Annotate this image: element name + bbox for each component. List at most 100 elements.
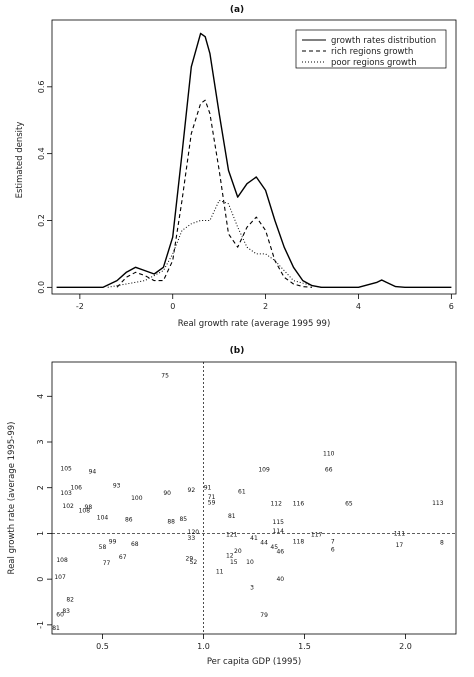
scatter-point-label: 100	[131, 495, 143, 502]
scatter-point-label: 106	[71, 485, 83, 492]
panel-b-plot-frame	[51, 361, 457, 635]
scatter-point-label: 17	[396, 542, 404, 549]
scatter-point-label: 108	[79, 508, 91, 515]
legend-label-1: growth rates distribution	[331, 36, 436, 46]
scatter-point-label: 52	[190, 559, 198, 566]
y-tick-label: 0.4	[37, 147, 46, 160]
scatter-point-label: 105	[60, 466, 72, 473]
y-tick-label: 0.6	[37, 80, 46, 93]
scatter-point-label: 90	[163, 490, 171, 497]
scatter-point-label: 109	[258, 466, 270, 473]
scatter-point-label: 7	[331, 539, 335, 546]
x-tick-label: 2.0	[399, 642, 412, 651]
scatter-point-label: 67	[119, 554, 127, 561]
scatter-point-label: 121	[226, 531, 238, 538]
x-tick-label: -2	[76, 302, 84, 311]
scatter-point-label: 60	[56, 611, 64, 618]
scatter-point-label: 59	[208, 499, 216, 506]
scatter-point-label: 88	[167, 519, 175, 526]
scatter-point-label: 85	[179, 516, 187, 523]
scatter-point-label: 8	[440, 540, 444, 547]
panel-a: (a) -2 0 2 4 6 0.0 0.2 0.4 0.6 Real growth rate …	[15, 5, 457, 329]
y-tick-label: 0.2	[37, 214, 46, 227]
panel-b-title: (b)	[230, 346, 245, 356]
scatter-point-label: 94	[89, 469, 97, 476]
panel-a-x-axis-label: Real growth rate (average 1995 99)	[178, 319, 331, 329]
scatter-point-label: 81	[228, 513, 236, 520]
scatter-point-label: 10	[246, 559, 254, 566]
scatter-point-label: 107	[54, 574, 66, 581]
x-tick-label: 0	[170, 302, 175, 311]
x-tick-label: 1.0	[197, 642, 210, 651]
scatter-point-label: 112	[270, 501, 282, 508]
scatter-point-label: 102	[62, 503, 74, 510]
scatter-point-label: 66	[325, 466, 333, 473]
panel-a-plot-frame	[51, 19, 457, 295]
scatter-point-label: 108	[56, 557, 68, 564]
scatter-point-label: 3	[250, 584, 254, 591]
y-tick-label: 2	[36, 485, 45, 490]
scatter-point-label: 79	[260, 612, 268, 619]
scatter-point-label: 61	[238, 488, 246, 495]
scatter-point-label: 116	[293, 501, 305, 508]
scatter-point-label: 115	[273, 519, 285, 526]
x-tick-label: 2	[263, 302, 268, 311]
panel-a-title: (a)	[230, 5, 244, 15]
scatter-point-label: 20	[234, 548, 242, 555]
scatter-point-label: 83	[62, 608, 70, 615]
scatter-point-label: 33	[188, 535, 196, 542]
scatter-point-label: 93	[113, 482, 121, 489]
scatter-point-label: 103	[60, 490, 72, 497]
scatter-point-label: 99	[109, 539, 117, 546]
scatter-point-label: 41	[250, 535, 258, 542]
scatter-point-label: 58	[99, 544, 107, 551]
scatter-point-label: 98	[85, 504, 93, 511]
scatter-point-label: 117	[311, 531, 323, 538]
y-tick-label: 0	[36, 577, 45, 582]
scatter-point-label: 46	[276, 549, 284, 556]
scatter-point-label: 86	[125, 517, 133, 524]
scatter-point-label: 11	[216, 568, 224, 575]
scatter-point-label: 75	[161, 373, 169, 380]
scatter-point-label: 120	[188, 529, 200, 536]
x-tick-label: 1.5	[298, 642, 311, 651]
scatter-point-label: 77	[103, 560, 111, 567]
scatter-point-label: 29	[186, 556, 194, 563]
scatter-point-label: 71	[208, 494, 216, 501]
panel-a-ticks: -2 0 2 4 6 0.0 0.2 0.4 0.6	[37, 80, 454, 311]
y-tick-label: 0.0	[37, 281, 46, 294]
panel-a-y-axis-label: Estimated density	[15, 122, 25, 199]
scatter-point-label: 114	[273, 528, 285, 535]
panel-a-lines	[56, 32, 452, 288]
scatter-point-label: 6	[331, 546, 335, 553]
scatter-point-label: 82	[66, 597, 74, 604]
scatter-point-label: 118	[293, 539, 305, 546]
scatter-point-label: 65	[345, 501, 353, 508]
scatter-point-label: 111	[394, 530, 406, 537]
panel-a-legend: growth rates distribution rich regions g…	[295, 29, 447, 69]
y-tick-label: -1	[36, 621, 45, 629]
scatter-point-label: 113	[432, 500, 444, 507]
panel-b-x-axis-label: Per capita GDP (1995)	[207, 657, 301, 667]
legend-label-2: rich regions growth	[331, 47, 413, 57]
scatter-point-label: 40	[276, 576, 284, 583]
panel-b-y-axis-label: Real growth rate (average 1995-99)	[7, 422, 17, 575]
scatter-point-label: 44	[260, 540, 268, 547]
legend-label-3: poor regions growth	[331, 58, 417, 68]
scatter-point-label: 15	[230, 559, 238, 566]
series-line-solid	[56, 32, 452, 288]
scatter-point-label: 92	[188, 487, 196, 494]
y-tick-label: 3	[36, 439, 45, 444]
y-tick-label: 1	[36, 531, 45, 536]
scatter-point-label: 68	[131, 541, 139, 548]
y-tick-label: 4	[36, 394, 45, 399]
scatter-point-label: 81	[52, 625, 60, 632]
panel-b-reference-lines	[52, 362, 456, 634]
scatter-point-label: 110	[323, 450, 335, 457]
scatter-point-label: 91	[204, 485, 212, 492]
scatter-point-label: 45	[270, 544, 278, 551]
